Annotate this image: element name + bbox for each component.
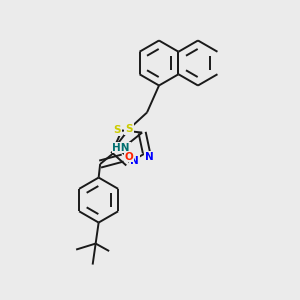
Text: N: N xyxy=(145,152,154,162)
Text: HN: HN xyxy=(112,142,130,153)
Text: O: O xyxy=(125,152,134,162)
Text: S: S xyxy=(114,125,121,135)
Text: S: S xyxy=(125,124,133,134)
Text: N: N xyxy=(130,156,139,166)
